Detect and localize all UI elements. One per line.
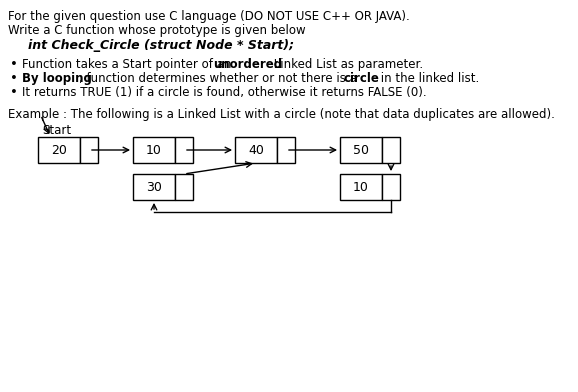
Text: 50: 50 xyxy=(353,143,369,156)
Text: Function takes a Start pointer of an: Function takes a Start pointer of an xyxy=(22,58,235,71)
Text: 40: 40 xyxy=(248,143,264,156)
Bar xyxy=(38,137,80,163)
Text: For the given question use C language (DO NOT USE C++ OR JAVA).: For the given question use C language (D… xyxy=(8,10,410,23)
Bar xyxy=(175,174,193,200)
Text: Start: Start xyxy=(42,124,71,137)
Bar xyxy=(340,137,382,163)
Text: It returns TRUE (1) if a circle is found, otherwise it returns FALSE (0).: It returns TRUE (1) if a circle is found… xyxy=(22,86,427,99)
Text: 10: 10 xyxy=(353,180,369,194)
Bar xyxy=(80,137,98,163)
Text: in the linked list.: in the linked list. xyxy=(377,72,479,85)
Text: •: • xyxy=(10,72,18,85)
Text: Linked List as parameter.: Linked List as parameter. xyxy=(270,58,423,71)
Text: unordered: unordered xyxy=(213,58,282,71)
Text: circle: circle xyxy=(344,72,380,85)
Bar xyxy=(340,174,382,200)
Bar xyxy=(277,137,295,163)
Bar xyxy=(175,137,193,163)
Text: 10: 10 xyxy=(146,143,162,156)
Text: •: • xyxy=(10,86,18,99)
Bar xyxy=(133,174,175,200)
Bar xyxy=(382,174,400,200)
Bar xyxy=(235,137,277,163)
Text: Write a C function whose prototype is given below: Write a C function whose prototype is gi… xyxy=(8,24,306,37)
Text: •: • xyxy=(10,58,18,71)
Text: 20: 20 xyxy=(51,143,67,156)
Bar xyxy=(382,137,400,163)
Text: int Check_Circle (struct Node * Start);: int Check_Circle (struct Node * Start); xyxy=(28,39,294,52)
Bar xyxy=(133,137,175,163)
Text: 30: 30 xyxy=(146,180,162,194)
Text: By looping: By looping xyxy=(22,72,92,85)
Text: , function determines whether or not there is a: , function determines whether or not the… xyxy=(79,72,361,85)
Text: Example : The following is a Linked List with a circle (note that data duplicate: Example : The following is a Linked List… xyxy=(8,108,555,121)
